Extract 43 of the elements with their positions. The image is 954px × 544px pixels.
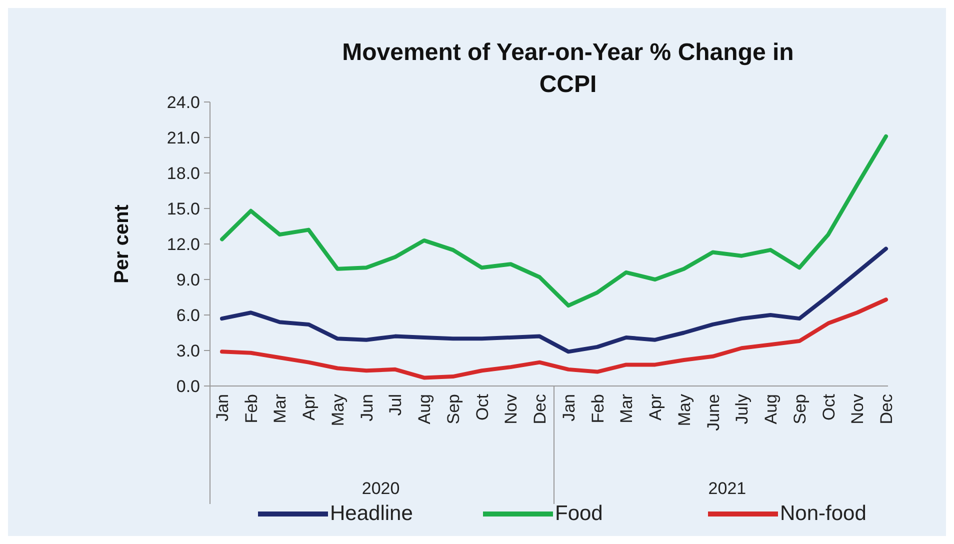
text: 2021 bbox=[708, 479, 746, 498]
legend-label: Headline bbox=[330, 502, 413, 525]
text: 2020 bbox=[362, 479, 400, 498]
x-tick-label: June bbox=[704, 394, 723, 431]
legend-label: Non-food bbox=[780, 502, 866, 525]
x-tick-label: Jan bbox=[559, 394, 578, 422]
x-tick-label: Mar bbox=[617, 394, 636, 424]
x-tick-label: Apr bbox=[300, 394, 319, 420]
line-series bbox=[220, 134, 888, 308]
x-tick-label: Feb bbox=[242, 394, 261, 424]
x-tick-label: Aug bbox=[415, 394, 434, 424]
y-tick-label: 18.0 bbox=[166, 164, 200, 183]
x-tick-label: Mar bbox=[270, 394, 290, 424]
x-tick-label: July bbox=[732, 394, 752, 424]
y-tick-label: 0.0 bbox=[176, 376, 200, 396]
x-tick-label: Apr bbox=[646, 394, 666, 420]
y-tick-label: 6.0 bbox=[176, 306, 200, 325]
x-tick-label: Sep bbox=[444, 394, 463, 424]
line-series bbox=[220, 246, 888, 354]
x-tick-label: Jan bbox=[213, 394, 232, 422]
x-tick-label: Dec bbox=[530, 394, 550, 424]
y-tick-label: 24.0 bbox=[166, 92, 200, 112]
x-tick-label: Feb bbox=[588, 394, 608, 424]
chart-title: Movement of Year-on-Year % Change in CCPI bbox=[342, 39, 794, 98]
x-tick-label: Jul bbox=[386, 394, 406, 416]
y-tick-label: 3.0 bbox=[176, 341, 200, 360]
x-tick-label: Sep bbox=[790, 394, 810, 424]
x-tick-label: Nov bbox=[848, 394, 868, 424]
x-tick-label: Nov bbox=[502, 394, 521, 424]
x-tick-label: Oct bbox=[472, 394, 492, 420]
y-tick-label: 15.0 bbox=[166, 199, 200, 218]
x-tick-label: Jun bbox=[357, 394, 376, 422]
line-series bbox=[220, 298, 888, 380]
y-tick-label: 21.0 bbox=[166, 128, 200, 148]
x-tick-label: May bbox=[328, 394, 348, 426]
legend-label: Food bbox=[555, 502, 603, 525]
x-tick-label: May bbox=[674, 394, 694, 426]
y-axis-title: Per cent bbox=[111, 204, 133, 284]
x-tick-label: Aug bbox=[762, 394, 781, 424]
x-tick-label: Dec bbox=[877, 394, 896, 424]
x-tick-label: Oct bbox=[819, 394, 838, 420]
y-tick-label: 9.0 bbox=[176, 270, 200, 290]
y-tick-label: 12.0 bbox=[166, 234, 200, 254]
